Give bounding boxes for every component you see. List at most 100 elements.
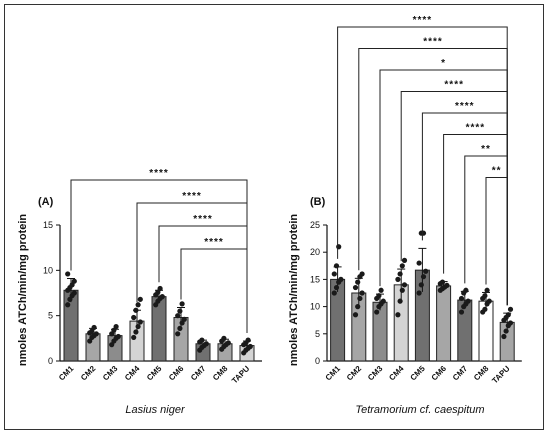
panel-b-significance-label: **** <box>423 37 443 48</box>
panel-a-data-point <box>65 271 71 277</box>
panel-b-data-point <box>401 282 408 288</box>
panel-a-data-point <box>225 340 231 346</box>
panel-b-data-point <box>501 333 507 340</box>
panel-b-significance-label: ** <box>492 166 502 177</box>
panel-b-data-point <box>395 276 401 282</box>
panel-b-data-point <box>420 230 427 236</box>
panel-b-data-point <box>331 290 337 296</box>
panel-b-category-label: CM8 <box>472 364 491 383</box>
panel-a-data-point <box>245 337 251 343</box>
panel-b-data-point <box>333 284 340 291</box>
panel-a-category-label: CM4 <box>123 364 142 383</box>
panel-a-y-tick-label: 10 <box>43 265 53 275</box>
panel-a-significance-label: **** <box>149 168 169 179</box>
panel-b-data-point <box>463 287 469 293</box>
panel-b-significance-label: * <box>441 58 446 69</box>
panel-a-data-point <box>71 290 77 296</box>
panel-a-y-axis-label: nmoles ATCh/min/mg protein <box>17 214 29 366</box>
panel-a-data-point <box>71 278 77 284</box>
panel-b-category-label: TAPU <box>490 364 512 386</box>
panel-a-data-point <box>93 331 99 337</box>
panel-b-data-point <box>336 244 342 250</box>
panel-a-category-label: CM7 <box>189 364 208 383</box>
panel-a-data-point <box>131 314 137 321</box>
panel-b-data-point <box>507 306 514 312</box>
panel-b-data-point <box>416 260 422 266</box>
panel-b-data-point <box>352 284 359 291</box>
panel-b-data-point <box>352 312 359 318</box>
panel-a-category-label: CM3 <box>101 364 120 383</box>
panel-a-category-label: TAPU <box>230 364 252 386</box>
panel-b-y-tick-label: 10 <box>310 302 320 312</box>
panel-a-data-point <box>175 331 181 337</box>
panel-b-data-point <box>401 257 408 263</box>
panel-a-y-tick-label: 15 <box>43 220 53 230</box>
panel-b-label: (B) <box>310 196 326 208</box>
panel-a-data-point <box>247 343 253 350</box>
panel-a-data-point <box>137 319 143 325</box>
panel-b-data-point <box>359 290 365 296</box>
panel-b-y-axis-label: nmoles ATCh/min/mg protein <box>288 214 300 366</box>
panel-b-significance-bracket <box>358 48 508 306</box>
panel-a-significance-label: **** <box>204 237 224 248</box>
panel-b-data-point <box>359 271 365 277</box>
panel-b-data-point <box>484 287 490 293</box>
panel-b-significance-label: ** <box>481 144 491 155</box>
panel-b-data-point <box>331 271 337 277</box>
panel-b-data-point <box>399 263 405 269</box>
panel-a-category-label: CM6 <box>167 364 186 383</box>
panel-b-y-tick-label: 25 <box>310 220 320 230</box>
panel-a-data-point <box>133 329 139 335</box>
panel-b-data-point <box>380 298 386 304</box>
panel-b-data-point <box>482 293 488 299</box>
panel-a-data-point <box>135 302 141 308</box>
panel-a-category-label: CM1 <box>57 364 76 383</box>
panel-b-significance-bracket <box>443 134 508 306</box>
panel-b-data-point <box>355 279 361 285</box>
panel-b-significance-label: **** <box>413 15 433 26</box>
panel-a-category-label: CM8 <box>211 364 230 383</box>
panel-a-data-point <box>113 323 119 330</box>
panel-a-data-point <box>159 294 165 300</box>
panel-a-data-point <box>221 335 227 341</box>
panel-a-category-label: CM2 <box>79 364 98 383</box>
panel-b-bar-cm6 <box>436 285 452 362</box>
panel-b-data-point <box>458 295 465 302</box>
panel-b-data-point <box>399 287 405 293</box>
panel-a-significance-bracket <box>158 225 248 334</box>
panel-a-data-point <box>131 334 137 341</box>
panel-b-data-point <box>503 328 509 334</box>
panel-a-data-point <box>181 316 187 322</box>
panel-b-data-point <box>507 320 514 326</box>
panel-a-data-point <box>179 301 185 307</box>
panel-b-data-point <box>355 304 361 310</box>
panel-b-category-label: CM4 <box>387 364 406 383</box>
panel-b-x-axis-label: Tetramorium cf. caespitum <box>355 404 484 416</box>
panel-b-data-point <box>374 309 380 315</box>
panel-a-significance-label: **** <box>193 214 213 225</box>
panel-b-significance-label: **** <box>444 80 464 91</box>
panel-b-category-label: CM2 <box>345 364 364 383</box>
panel-a-data-point <box>133 307 139 313</box>
panel-b-significance-label: **** <box>455 101 475 112</box>
panel-b-data-point <box>420 274 427 280</box>
panel-a-data-point <box>137 296 143 302</box>
panel-a-data-point <box>203 341 209 347</box>
panel-b-data-point <box>423 268 429 274</box>
panel-a-data-point <box>115 333 121 340</box>
panel-b-category-label: CM7 <box>451 364 470 383</box>
panel-a-category-label: CM5 <box>145 364 164 383</box>
panel-b-y-tick-label: 5 <box>315 329 320 339</box>
panel-a-significance-bracket <box>180 248 248 334</box>
panel-b-data-point <box>418 282 424 288</box>
panel-b: (B) nmoles ATCh/min/mg protein Tetramori… <box>288 15 522 416</box>
panel-a-data-point <box>157 285 163 292</box>
panel-b-data-point <box>376 293 382 299</box>
panel-b-data-point <box>416 290 422 296</box>
panel-a-significance-label: **** <box>182 191 202 202</box>
panel-b-category-label: CM1 <box>324 364 343 383</box>
panel-a-label: (A) <box>38 196 54 208</box>
panel-a-y-tick-label: 5 <box>48 311 53 321</box>
panel-b-data-point <box>482 306 488 312</box>
